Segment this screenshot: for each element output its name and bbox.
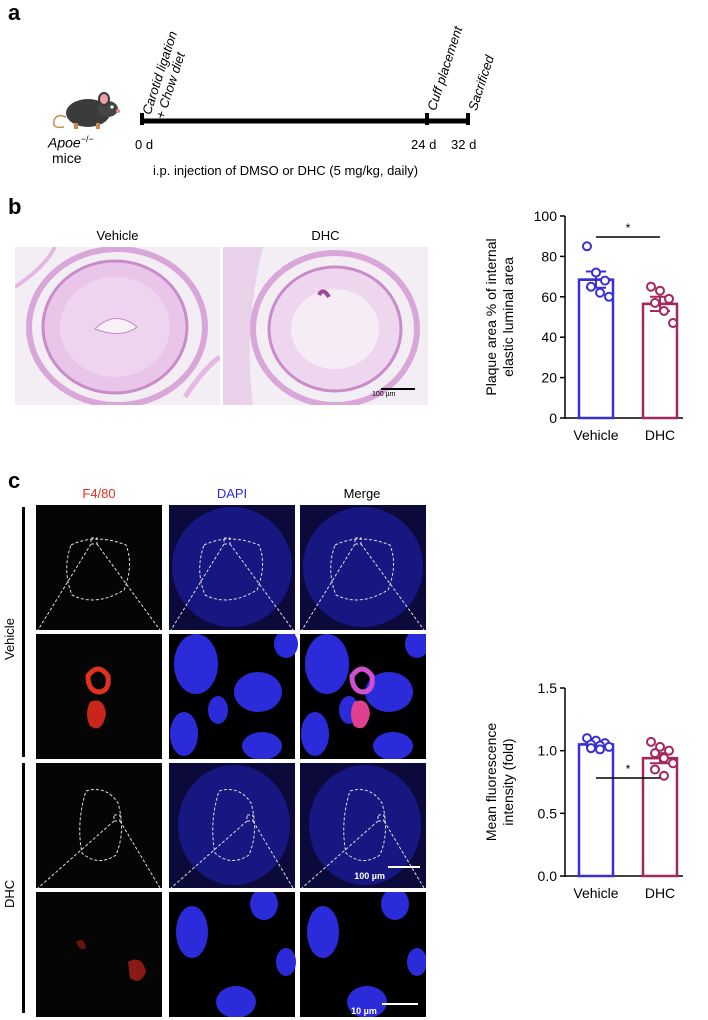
y-axis-label: Plaque area % of internal xyxy=(483,238,499,395)
data-point xyxy=(655,741,665,752)
data-point xyxy=(650,748,660,759)
data-point xyxy=(659,305,669,316)
c-bracket-vehicle xyxy=(22,507,25,757)
chart-fluorescence: 0.0 0.5 1.0 1.5 Mean fluorescence intensity (… xyxy=(483,680,683,901)
event-label-sacrificed: Sacrificed xyxy=(465,53,497,113)
y-tick-label: 80 xyxy=(541,248,557,264)
data-point xyxy=(646,736,656,747)
y-tick-label: 20 xyxy=(541,370,557,386)
c-scale-bar-large: 100 µm xyxy=(354,871,385,881)
data-point xyxy=(582,241,592,252)
data-point xyxy=(668,318,678,329)
x-tick-label: Vehicle xyxy=(573,885,618,901)
b-label-vehicle: Vehicle xyxy=(96,228,139,243)
data-point xyxy=(595,287,605,298)
c-row-vehicle: Vehicle xyxy=(2,618,17,660)
significance-star: * xyxy=(626,221,631,235)
data-point xyxy=(655,285,665,296)
bar-vehicle xyxy=(577,743,615,878)
data-point xyxy=(586,281,596,292)
y-tick-label: 100 xyxy=(534,208,558,224)
data-point xyxy=(604,741,614,752)
data-point xyxy=(595,744,605,755)
c-col-f480: F4/80 xyxy=(82,486,116,501)
x-tick-label: DHC xyxy=(645,427,675,443)
y-axis-label: Mean fluorescence xyxy=(483,723,499,842)
bar-dhc xyxy=(641,302,679,420)
y-axis-label: intensity (fold) xyxy=(500,738,516,825)
c-row2-zoom xyxy=(36,634,426,759)
day-24: 24 d xyxy=(411,137,437,152)
y-tick-label: 0.5 xyxy=(538,805,558,821)
data-point xyxy=(659,753,669,764)
chart-plaque-area: 0 20 40 60 80 100 Plaque area % of internal ela… xyxy=(483,208,683,443)
y-tick-label: 60 xyxy=(541,289,557,305)
day-32: 32 d xyxy=(451,137,477,152)
timeline xyxy=(140,113,470,125)
c-row4-zoom xyxy=(36,892,426,1017)
b-label-dhc: DHC xyxy=(311,228,340,243)
he-image-vehicle xyxy=(15,247,220,405)
c-row1-overview xyxy=(36,505,426,630)
mouse-strain: Apoe−/− xyxy=(48,134,94,151)
c-col-merge: Merge xyxy=(343,486,381,501)
c-scale-bar-small: 10 µm xyxy=(351,1006,377,1016)
x-tick-label: DHC xyxy=(645,885,675,901)
data-point xyxy=(664,293,674,304)
b-scale-bar-label: 100 µm xyxy=(372,391,396,398)
data-point xyxy=(604,291,614,302)
y-axis-label: elastic luminal area xyxy=(500,257,516,377)
y-tick-label: 1.5 xyxy=(538,680,558,696)
data-point xyxy=(650,764,660,775)
mouse-word: mice xyxy=(52,150,82,166)
data-point xyxy=(646,281,656,292)
mouse-icon xyxy=(52,92,120,129)
c-row-dhc: DHC xyxy=(2,879,17,908)
data-point xyxy=(600,275,610,286)
data-point xyxy=(664,745,674,756)
panel-letter-a: a xyxy=(8,0,21,25)
c-bracket-dhc xyxy=(22,763,25,1013)
data-point xyxy=(586,743,596,754)
y-tick-label: 0 xyxy=(549,410,557,426)
y-tick-label: 0.0 xyxy=(538,868,558,884)
data-point xyxy=(659,770,669,781)
significance-star: * xyxy=(626,762,631,776)
c-row3-overview xyxy=(36,763,426,888)
data-point xyxy=(591,267,601,278)
data-point xyxy=(650,297,660,308)
y-tick-label: 40 xyxy=(541,329,557,345)
panel-letter-b: b xyxy=(8,194,22,219)
he-image-dhc xyxy=(223,247,428,405)
panel-letter-c: c xyxy=(8,468,21,493)
x-tick-label: Vehicle xyxy=(573,427,618,443)
event-label-cuff: Cuff placement xyxy=(424,24,466,113)
y-tick-label: 1.0 xyxy=(538,743,558,759)
bar-vehicle xyxy=(577,278,615,420)
day-0: 0 d xyxy=(135,137,154,152)
data-point xyxy=(668,758,678,769)
injection-note: i.p. injection of DMSO or DHC (5 mg/kg, … xyxy=(153,163,419,178)
c-col-dapi: DAPI xyxy=(216,486,248,501)
